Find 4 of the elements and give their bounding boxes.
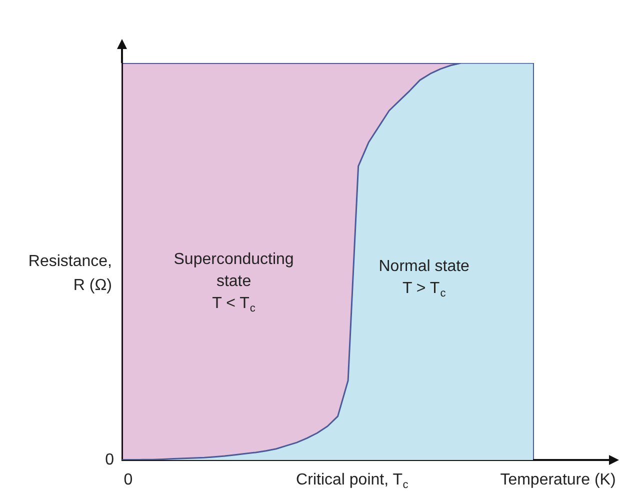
text: 0: [124, 471, 133, 488]
x-axis-title: Temperature (K): [500, 471, 616, 488]
y-axis-title: Resistance, R (Ω): [28, 252, 112, 294]
text: 0: [105, 451, 114, 468]
